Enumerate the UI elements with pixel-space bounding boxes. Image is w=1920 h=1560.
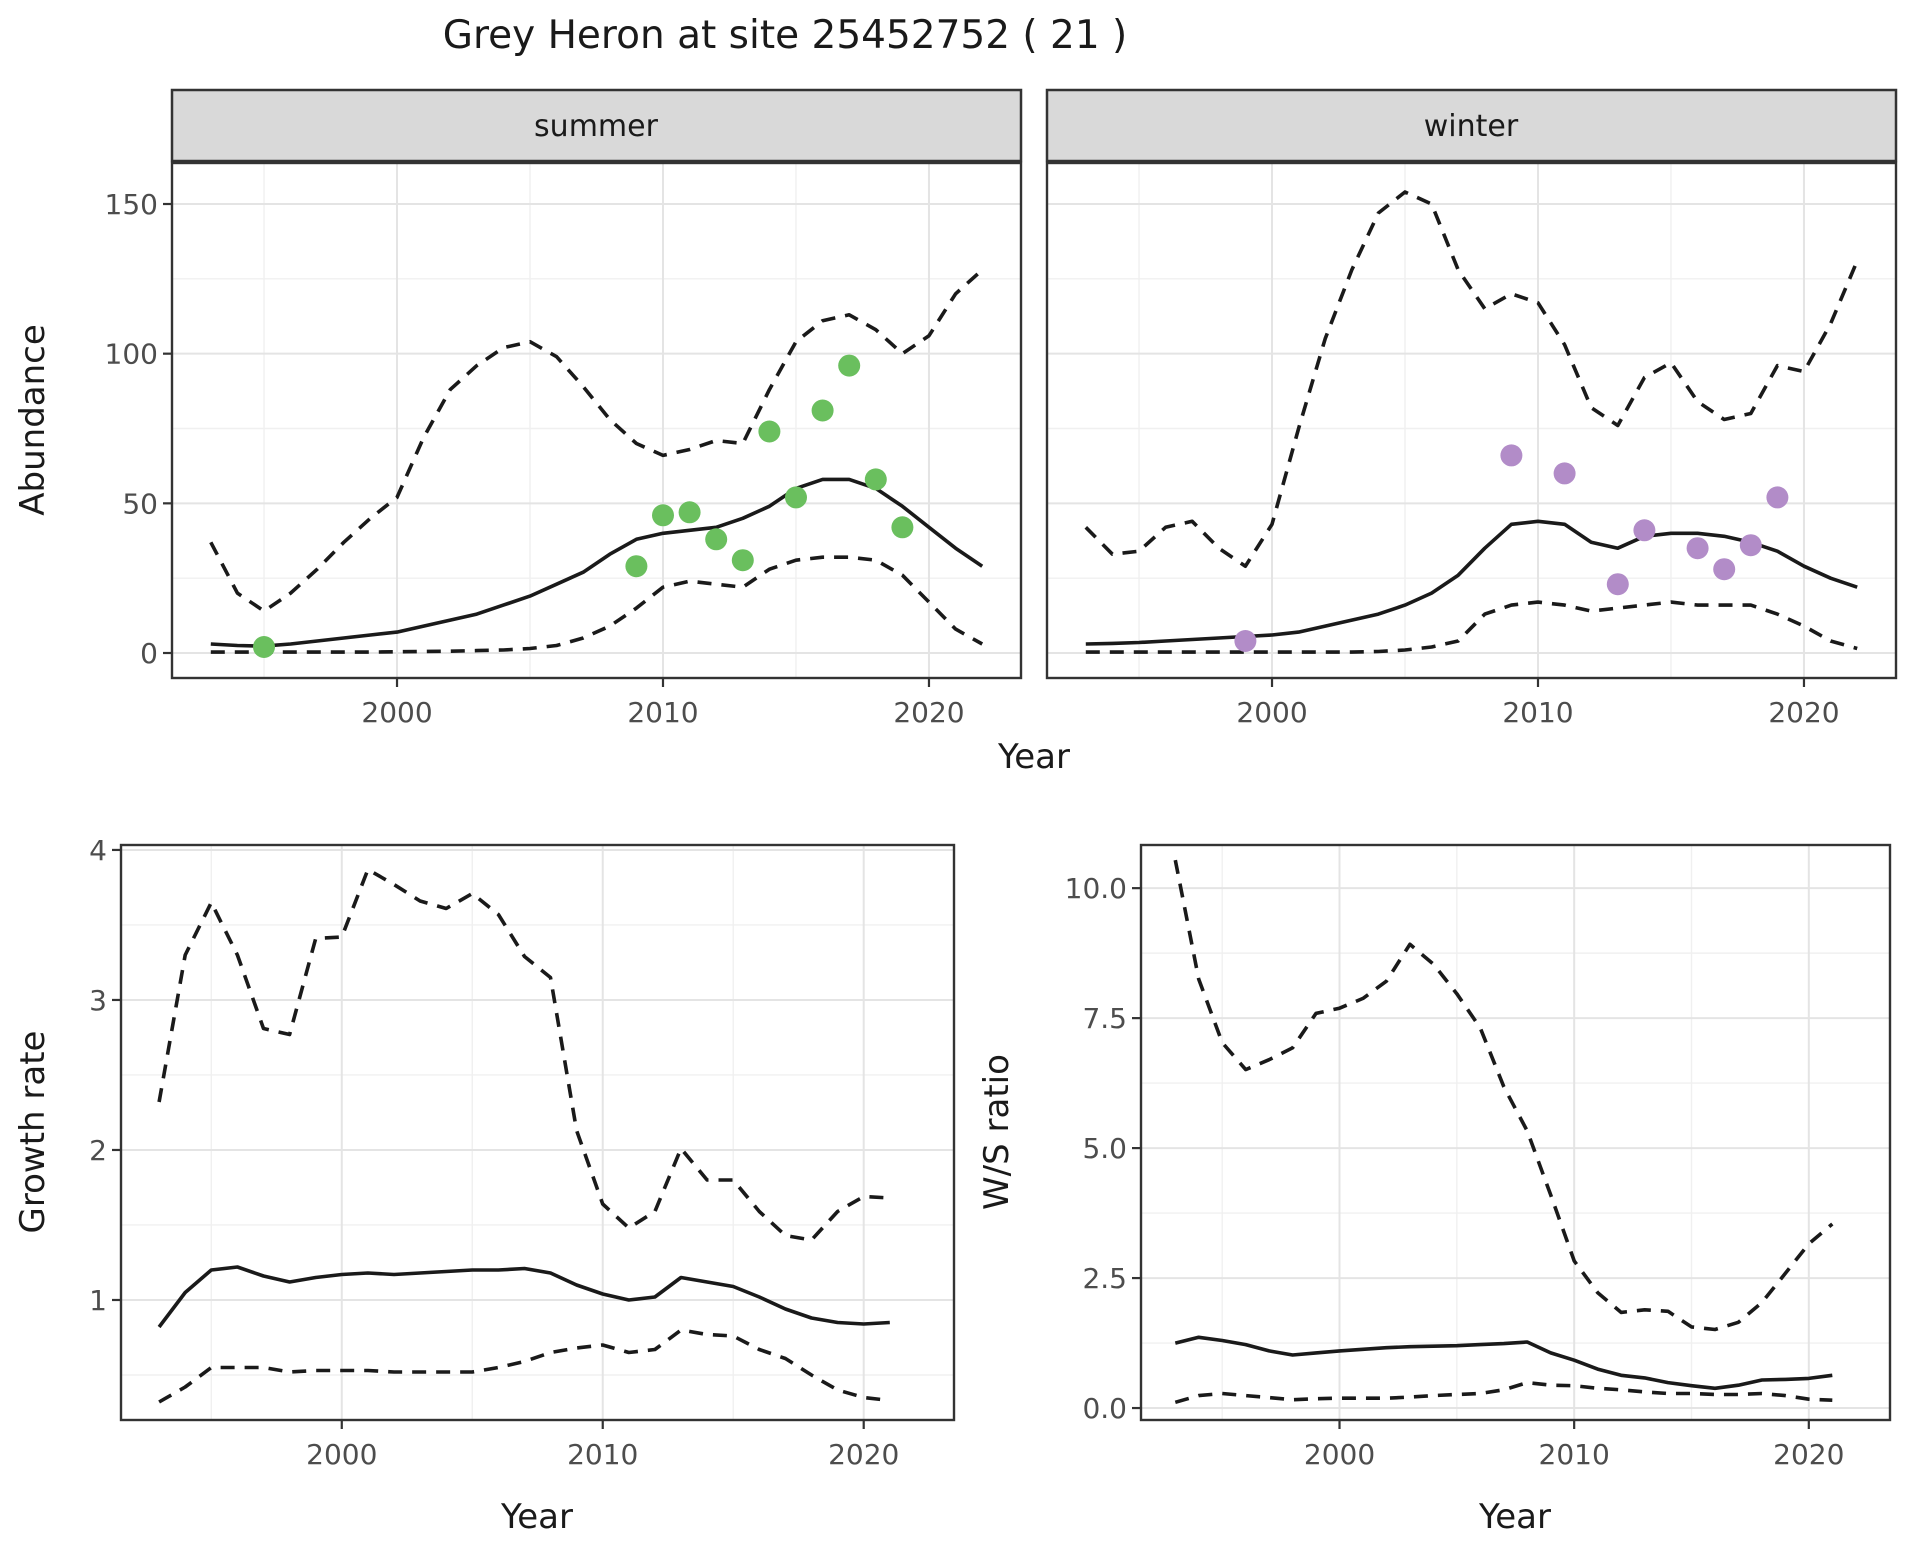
panel-ws-ratio: 2000 2010 2020 0.0 2.5 5.0 7.5 10.0: [1065, 843, 1892, 1471]
x-tick-label: 2020: [828, 1438, 899, 1471]
abundance-winter-upper_ci-line: [1084, 190, 1859, 569]
facet-strip-summer-label: summer: [534, 109, 659, 144]
y-tick-label: 2: [89, 1134, 107, 1167]
x-tick-label: 2010: [1502, 696, 1573, 729]
summer-observations-point: [731, 549, 754, 572]
abundance-summer-fit-line: [210, 477, 984, 648]
x-tick-label: 2020: [1773, 1438, 1844, 1471]
winter-observations-point: [1713, 558, 1736, 581]
abundance-winter-lower_ci-line: [1085, 600, 1858, 654]
panel-background: [1141, 845, 1890, 1420]
chart-title: Grey Heron at site 25452752 ( 21 ): [443, 13, 1128, 58]
winter-observations-point: [1739, 534, 1762, 557]
panel-background: [172, 163, 1021, 678]
y-tick-label: 50: [122, 487, 158, 520]
summer-observations-point: [891, 516, 914, 539]
summer-observations-point: [864, 468, 887, 491]
winter-observations-point: [1606, 573, 1629, 596]
y-tick-label: 2.5: [1082, 1262, 1127, 1295]
x-tick-label: 2020: [893, 696, 964, 729]
ws-ratio-fit-line: [1174, 1335, 1833, 1391]
x-tick-label: 2020: [1768, 696, 1839, 729]
x-axis-title-top: Year: [997, 737, 1070, 777]
y-tick-label: 0.0: [1082, 1392, 1127, 1425]
winter-observations-point: [1633, 519, 1656, 542]
y-axis-title-ws-ratio: W/S ratio: [977, 1054, 1017, 1210]
winter-observations-point: [1553, 462, 1576, 485]
growth-rate-fit-line: [157, 1265, 890, 1329]
y-tick-label: 3: [89, 984, 107, 1017]
panel-border: [1045, 161, 1898, 680]
facet-strip-summer: [170, 88, 1023, 163]
x-tick-label: 2000: [1304, 1438, 1375, 1471]
x-axis-title-ws-ratio: Year: [1478, 1497, 1551, 1537]
summer-observations-point: [253, 636, 275, 658]
ws-ratio-upper_ci-line: [1173, 859, 1834, 1332]
abundance-summer-upper_ci-line: [209, 268, 984, 613]
abundance-winter-fit-line: [1085, 519, 1858, 646]
summer-observations-point: [758, 420, 781, 443]
panel-background: [121, 845, 954, 1420]
panel-border: [1139, 843, 1892, 1422]
panel-abundance-summer: 2000 2010 2020 0 50 100 150: [105, 161, 1023, 729]
x-tick-label: 2010: [567, 1438, 638, 1471]
summer-observations-point: [625, 555, 648, 578]
x-tick-label: 2000: [306, 1438, 377, 1471]
panel-border: [170, 161, 1023, 680]
y-axis-title-growth-rate: Growth rate: [13, 1031, 53, 1234]
y-tick-label: 5.0: [1082, 1132, 1127, 1165]
winter-observations-point: [1234, 630, 1257, 652]
summer-observations-point: [705, 528, 728, 551]
y-tick-label: 150: [105, 188, 158, 221]
y-tick-label: 1: [89, 1284, 107, 1317]
x-tick-label: 2010: [1539, 1438, 1610, 1471]
x-axis-title-growth-rate: Year: [500, 1497, 573, 1537]
x-tick-label: 2000: [1236, 696, 1307, 729]
summer-observations-point: [811, 399, 834, 422]
panel-growth-rate: 2000 2010 2020 1 2 3 4: [89, 834, 956, 1471]
growth-rate-upper_ci-line: [157, 867, 890, 1242]
y-tick-label: 7.5: [1082, 1002, 1127, 1035]
summer-observations-point: [838, 354, 861, 377]
panel-background: [1047, 163, 1896, 678]
y-axis-title-abundance: Abundance: [13, 324, 53, 516]
y-tick-label: 0: [140, 637, 158, 670]
facet-strip-winter-label: winter: [1424, 109, 1519, 144]
facet-strips: summer winter: [170, 88, 1898, 163]
panel-abundance-winter: 2000 2010 2020: [1045, 161, 1898, 729]
summer-observations-point: [785, 486, 807, 509]
x-tick-label: 2010: [627, 696, 698, 729]
x-tick-label: 2000: [361, 696, 432, 729]
y-tick-label: 10.0: [1065, 872, 1127, 905]
growth-rate-lower_ci-line: [158, 1328, 891, 1404]
y-tick-label: 4: [89, 834, 107, 867]
y-tick-label: 100: [105, 338, 158, 371]
panel-border: [119, 843, 956, 1422]
winter-observations-point: [1766, 486, 1789, 509]
summer-observations-point: [652, 504, 674, 527]
abundance-summer-lower_ci-line: [210, 555, 984, 654]
summer-observations-point: [678, 501, 701, 524]
winter-observations-point: [1686, 537, 1709, 560]
facet-strip-winter: [1045, 88, 1898, 163]
winter-observations-point: [1500, 444, 1523, 467]
